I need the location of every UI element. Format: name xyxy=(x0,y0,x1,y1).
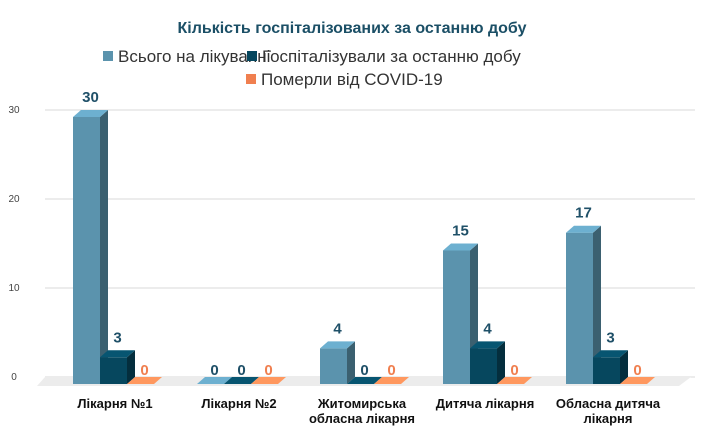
bar-top xyxy=(470,341,505,349)
data-label: 4 xyxy=(333,320,342,337)
bar-side xyxy=(347,341,355,384)
bar-front xyxy=(593,357,620,384)
bar-top xyxy=(100,350,135,358)
bar xyxy=(73,110,108,384)
bar-top xyxy=(566,225,601,233)
bar-top xyxy=(127,377,162,384)
legend-label: Померли від COVID-19 xyxy=(261,70,443,89)
bar xyxy=(347,377,382,384)
y-tick-label: 0 xyxy=(11,372,17,383)
legend-label: Всього на лікуванні xyxy=(118,47,270,66)
chart-title: Кількість госпіталізованих за останню до… xyxy=(178,20,527,37)
bar-side xyxy=(497,341,505,384)
bar xyxy=(566,225,601,384)
legend-swatch xyxy=(247,51,257,61)
bar xyxy=(197,377,232,384)
bar xyxy=(470,341,505,384)
bar-side xyxy=(100,110,108,384)
data-label: 0 xyxy=(510,362,518,379)
x-tick-label: Лікарня №2 xyxy=(201,396,276,411)
bars xyxy=(73,110,655,384)
bar xyxy=(320,341,355,384)
bar-front xyxy=(566,232,593,384)
bar-top xyxy=(347,377,382,384)
data-label: 0 xyxy=(140,362,148,379)
bar-top xyxy=(497,377,532,384)
bar-top xyxy=(73,110,108,117)
data-label: 3 xyxy=(606,329,614,346)
data-label: 0 xyxy=(360,362,368,379)
bar-top xyxy=(374,377,409,384)
data-label: 0 xyxy=(387,362,395,379)
data-label: 30 xyxy=(82,89,99,106)
bar-side xyxy=(620,350,628,384)
bar-front xyxy=(320,348,347,384)
legend-swatch xyxy=(103,51,113,61)
data-label: 15 xyxy=(452,223,469,240)
bar xyxy=(620,377,655,384)
bar-top xyxy=(251,377,286,384)
bar-top xyxy=(620,377,655,384)
data-label: 0 xyxy=(633,362,641,379)
bar-side xyxy=(127,350,135,384)
bar-top xyxy=(224,377,259,384)
data-label: 0 xyxy=(264,362,272,379)
legend-swatch xyxy=(246,74,256,84)
y-tick-label: 20 xyxy=(8,194,20,205)
x-tick-label: Лікарня №1 xyxy=(77,396,152,411)
bar xyxy=(593,350,628,384)
category-labels: Лікарня №1 Лікарня №2 Житомирська обласна л… xyxy=(77,396,660,426)
data-label: 0 xyxy=(237,362,245,379)
bar xyxy=(497,377,532,384)
bar xyxy=(127,377,162,384)
data-label: 0 xyxy=(210,362,218,379)
data-label: 3 xyxy=(113,329,121,346)
bar-top xyxy=(320,341,355,349)
bar-top xyxy=(197,377,232,384)
bar xyxy=(251,377,286,384)
x-tick-label: Дитяча лікарня xyxy=(436,396,535,411)
data-label: 17 xyxy=(575,205,592,222)
bar-top xyxy=(593,350,628,358)
x-tick-label: Обласна дитяча лікарня xyxy=(556,396,661,426)
bar-front xyxy=(443,250,470,384)
y-tick-label: 30 xyxy=(8,105,20,116)
bar-front xyxy=(470,348,497,384)
bar xyxy=(224,377,259,384)
bar-front xyxy=(100,357,127,384)
bar-side xyxy=(593,225,601,384)
bar-top xyxy=(443,243,478,251)
legend-label: Госпіталізували за останню добу xyxy=(262,47,521,66)
bar xyxy=(374,377,409,384)
y-tick-label: 10 xyxy=(8,283,20,294)
bar-front xyxy=(73,117,100,384)
bar xyxy=(100,350,135,384)
x-tick-label: Житомирська обласна лікарня xyxy=(309,396,415,426)
data-label: 4 xyxy=(483,320,492,337)
